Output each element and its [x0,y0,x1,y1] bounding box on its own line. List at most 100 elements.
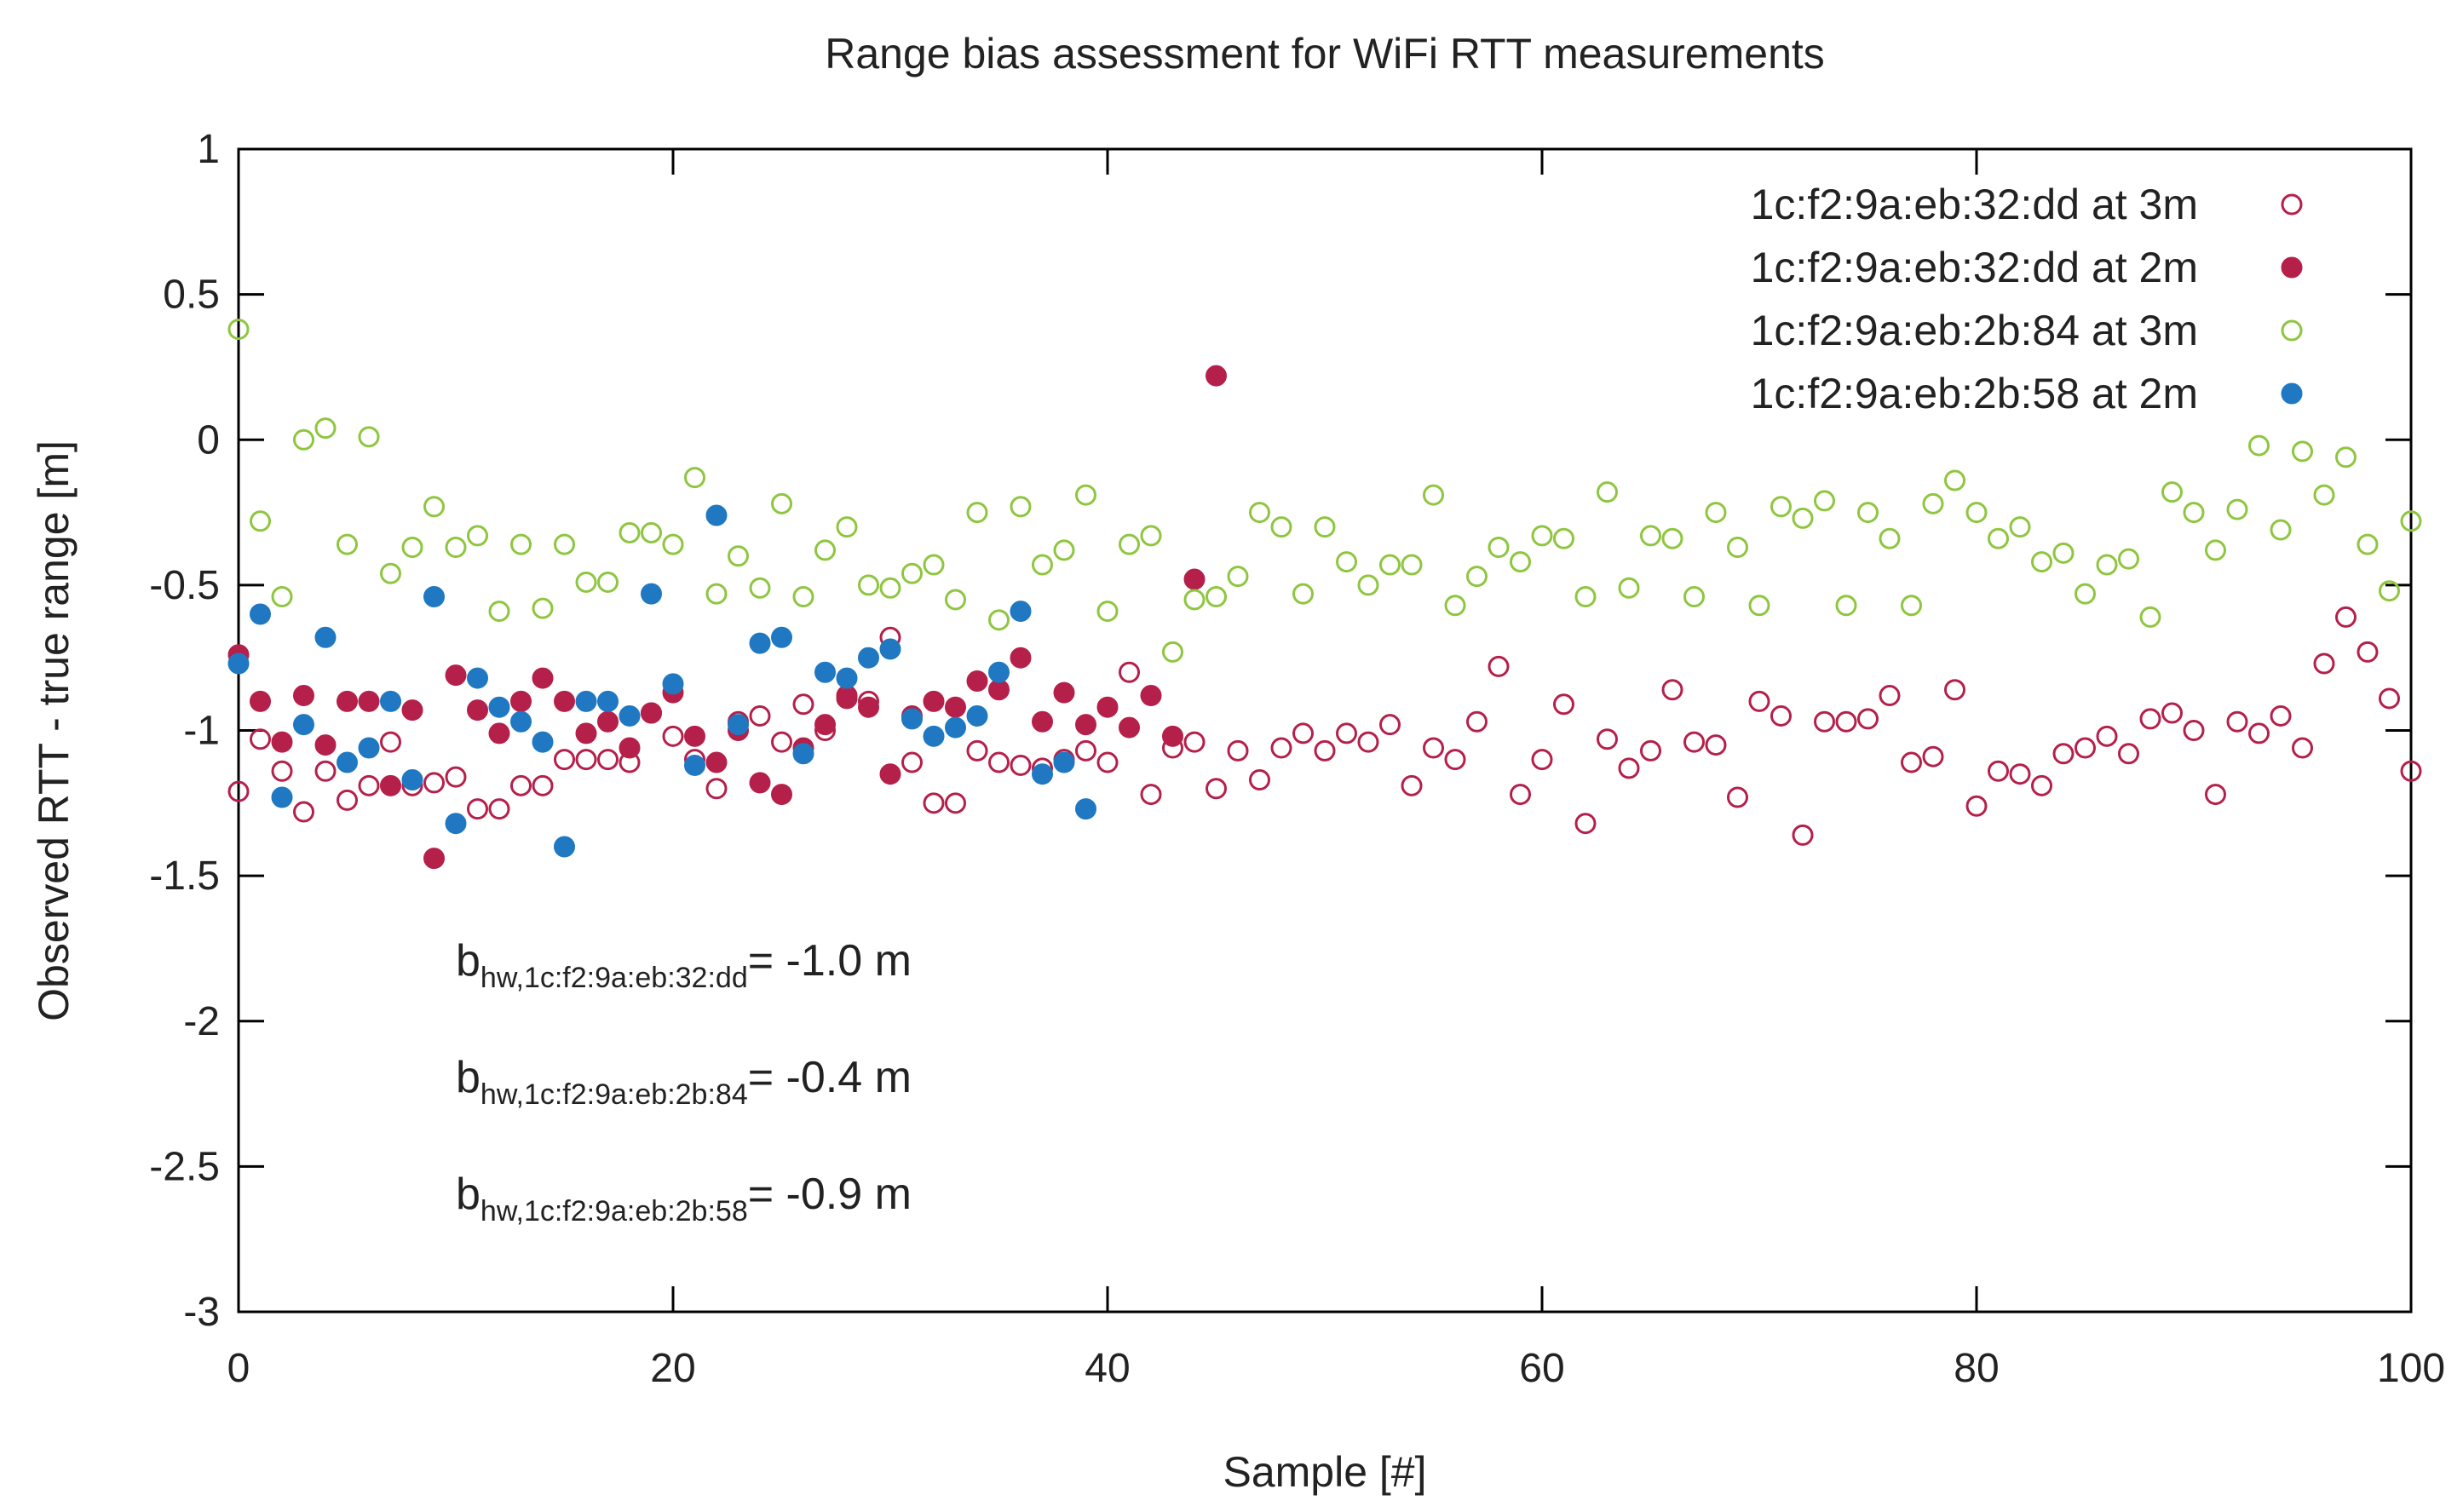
data-point-series-3 [358,426,380,448]
data-point-series-2 [749,772,771,794]
legend-label: 1c:f2:9a:eb:32:dd at 2m [1751,244,2198,291]
data-point-series-4 [597,690,619,712]
data-point-series-1 [1988,760,2009,782]
x-tick-label: 100 [2377,1346,2445,1391]
data-point-series-1 [227,780,250,802]
legend-label: 1c:f2:9a:eb:32:dd at 3m [1751,181,2198,228]
data-point-series-3 [1531,525,1553,547]
data-point-series-4 [792,743,814,765]
data-point-series-3 [1857,502,1879,524]
data-point-series-3 [2075,583,2096,605]
data-point-series-3 [814,539,836,561]
data-point-series-2 [358,690,380,712]
y-tick-label: -0.5 [149,563,220,608]
data-point-series-3 [988,609,1010,631]
data-point-series-3 [1988,527,2009,549]
data-point-series-3 [2096,554,2118,576]
data-point-series-1 [1683,731,1705,753]
data-point-series-1 [1792,824,1814,846]
data-point-series-2 [1162,725,1183,747]
data-point-series-2 [705,751,728,773]
data-point-series-1 [2313,653,2335,675]
data-point-series-3 [2248,434,2270,457]
data-point-series-3 [1705,502,1727,524]
data-point-series-2 [532,667,554,689]
data-point-series-1 [1922,745,1944,767]
data-point-series-1 [1140,784,1162,806]
data-point-series-4 [619,704,641,727]
data-point-series-3 [227,319,250,341]
data-point-series-1 [2183,720,2205,741]
data-point-series-3 [2031,551,2052,573]
data-point-series-2 [1206,365,1227,387]
data-point-series-3 [705,583,728,605]
data-point-series-2 [575,722,597,745]
data-point-series-3 [467,525,488,547]
data-point-series-3 [401,537,423,559]
data-point-series-1 [1227,739,1249,762]
data-point-series-4 [814,661,836,683]
data-point-series-1 [988,751,1010,773]
data-point-series-1 [1183,731,1206,753]
data-point-series-1 [2379,687,2400,710]
data-point-series-1 [1574,813,1597,835]
data-point-series-1 [2161,702,2183,724]
bias-annotation: bhw,1c:f2:9a:eb:2b:58= -0.9 m [456,1170,912,1227]
data-point-series-3 [1510,551,1531,573]
data-point-series-3 [1075,484,1096,506]
data-point-series-2 [814,714,836,736]
data-point-series-2 [314,734,337,756]
data-point-series-3 [945,589,966,611]
data-point-series-3 [2400,510,2422,532]
data-point-series-3 [749,577,771,599]
data-point-series-4 [641,583,662,605]
data-point-series-3 [792,586,814,608]
data-point-series-3 [1879,527,1901,549]
data-point-series-2 [488,722,510,745]
data-point-series-3 [575,571,597,593]
data-point-series-3 [619,521,641,543]
data-point-series-2 [445,664,467,687]
data-point-series-3 [314,417,337,440]
data-point-series-1 [1270,737,1292,759]
data-point-series-3 [423,496,445,518]
data-point-series-1 [1748,690,1770,712]
data-point-series-3 [2379,580,2400,602]
data-point-series-1 [966,739,988,762]
data-point-series-3 [271,586,293,608]
data-point-series-2 [467,699,488,722]
chart-title: Range bias assessment for WiFi RTT measu… [825,30,1825,78]
data-point-series-1 [293,801,314,823]
data-point-series-3 [1162,641,1183,663]
y-tick-label: -2 [183,999,220,1044]
data-point-series-4 [271,786,293,808]
data-point-series-3 [293,428,314,451]
data-point-series-2 [250,690,271,712]
data-point-series-3 [1748,595,1770,617]
data-point-series-1 [554,749,575,771]
x-tick-label: 40 [1085,1346,1130,1391]
data-point-series-2 [271,731,293,753]
data-point-series-1 [923,792,945,814]
data-point-series-4 [423,586,445,608]
data-point-series-1 [1857,708,1879,730]
legend-label: 1c:f2:9a:eb:2b:58 at 2m [1751,370,2198,417]
data-point-series-2 [879,763,901,785]
data-point-series-1 [1488,655,1510,677]
y-tick-label: -3 [183,1290,220,1335]
data-points [227,319,2422,870]
legend-marker [2281,382,2303,405]
data-point-series-3 [554,533,575,555]
data-point-series-1 [1618,757,1640,779]
data-point-series-2 [1032,710,1053,733]
data-point-series-2 [966,670,988,692]
data-point-series-1 [1553,693,1574,716]
data-point-series-1 [1336,722,1357,745]
data-point-series-2 [1075,714,1096,736]
bias-annotation: bhw,1c:f2:9a:eb:32:dd= -1.0 m [456,936,912,994]
data-point-series-4 [358,737,380,759]
data-point-series-1 [2075,737,2096,759]
data-point-series-1 [749,704,771,727]
data-point-series-3 [641,521,662,543]
